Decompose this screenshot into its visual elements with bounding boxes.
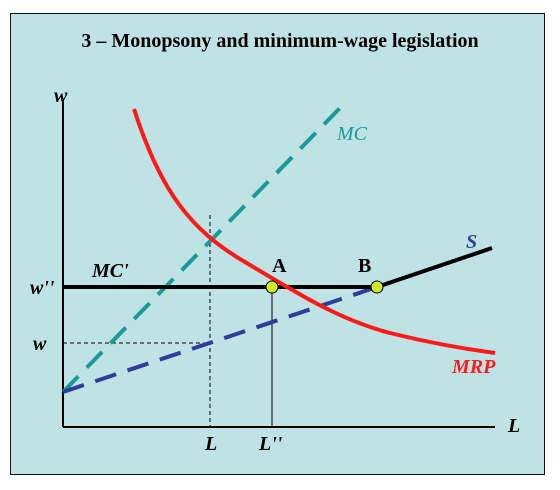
- x-axis-label: L: [507, 415, 520, 437]
- point-b-marker: [370, 280, 384, 294]
- tick-l: L: [204, 433, 217, 455]
- tick-w-double-prime: w'': [30, 277, 55, 299]
- point-a-label: A: [272, 255, 287, 277]
- supply-curve-dashed: [62, 285, 378, 394]
- mc-curve: [61, 106, 342, 394]
- mrp-label: MRP: [451, 356, 496, 378]
- point-b-label: B: [358, 255, 371, 277]
- mrp-curve: [132, 108, 496, 355]
- diagram-title: 3 – Monopsony and minimum-wage legislati…: [81, 30, 479, 52]
- diagram-panel: [10, 13, 545, 475]
- supply-label: S: [466, 231, 477, 253]
- supply-curve-solid: [376, 246, 493, 289]
- mc-prime-label: MC': [91, 260, 129, 282]
- point-a-marker: [265, 280, 279, 294]
- tick-w: w: [33, 333, 47, 355]
- y-axis-label: w: [54, 85, 68, 107]
- mc-label: MC: [336, 123, 368, 145]
- tick-l-double-prime: L'': [258, 433, 283, 455]
